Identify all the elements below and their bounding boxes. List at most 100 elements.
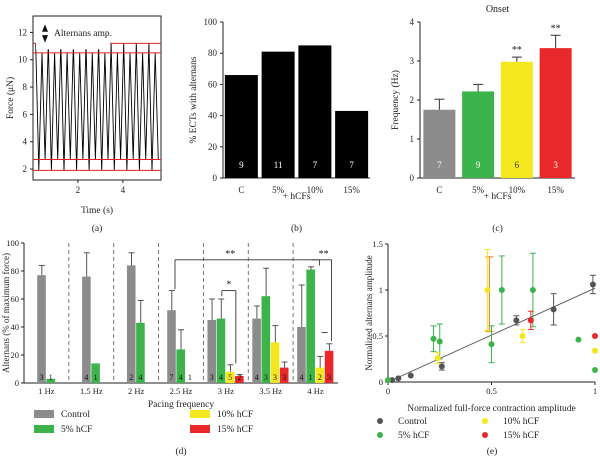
panel-c-xtick-label: C bbox=[436, 185, 442, 195]
panel-d-bar bbox=[126, 265, 136, 383]
panel-b-n-label: 11 bbox=[274, 160, 283, 170]
panel-d-bar bbox=[315, 367, 325, 383]
panel-c-xlabel: + hCFs bbox=[484, 192, 512, 202]
panel-b-xtick-label: C bbox=[238, 185, 244, 195]
panel-e-legend-marker bbox=[377, 432, 383, 438]
panel-d-xtick-label: 2.5 Hz bbox=[170, 386, 193, 396]
panel-d-bar bbox=[167, 310, 176, 383]
panel-d-n-label: 5 bbox=[228, 373, 232, 382]
panel-a-ylabel: Force (μN) bbox=[5, 77, 16, 119]
panel-d-n-label: 7 bbox=[170, 373, 174, 382]
panel-d-n-label: 1 bbox=[49, 373, 53, 382]
panel-d-legend-swatch bbox=[34, 410, 54, 418]
panel-c-ytick-label: 4 bbox=[410, 17, 415, 27]
panel-d-xtick-label: 2 Hz bbox=[128, 386, 145, 396]
panel-e-ytick-label: 1 bbox=[379, 285, 383, 295]
panel-c-xtick-label: 5% bbox=[472, 185, 485, 195]
panel-d-n-label: 3 bbox=[264, 373, 268, 382]
panel-e-ytick-label: 0.5 bbox=[372, 331, 383, 341]
panel-e-ytick-label: 1.5 bbox=[372, 239, 383, 249]
panel-e-point bbox=[592, 367, 598, 374]
panel-a-ytick-label: 8 bbox=[23, 82, 28, 92]
panel-e-point bbox=[488, 341, 495, 348]
panel-d-n-label: 3 bbox=[273, 373, 277, 382]
panel-c-n-label: 3 bbox=[553, 160, 558, 170]
panel-c-bar bbox=[539, 48, 572, 178]
panel-e-point bbox=[395, 375, 402, 382]
panel-c-bar bbox=[462, 91, 495, 178]
panel-b-xtick-label: 15% bbox=[343, 185, 360, 195]
panel-d-bar bbox=[252, 318, 261, 383]
panel-e-point bbox=[592, 347, 598, 354]
panel-c-xtick-label: 15% bbox=[547, 185, 564, 195]
panel-a-ytick-label: 10 bbox=[18, 55, 28, 65]
panel-a-label: (a) bbox=[92, 223, 103, 234]
panel-d-n-label: 3 bbox=[327, 373, 331, 382]
panel-d-xtick-label: 4 Hz bbox=[307, 386, 324, 396]
panel-d-n-label: 4 bbox=[138, 373, 142, 382]
panel-b-ytick-label: 40 bbox=[208, 111, 218, 121]
panel-d-ylabel: Alternans (% of maximum force) bbox=[1, 253, 11, 373]
panel-d-sig-label: ** bbox=[225, 249, 235, 260]
panel-e-point bbox=[575, 336, 582, 343]
panel-e-legend-marker bbox=[482, 418, 488, 424]
panel-e-xtick-label: 0.5 bbox=[486, 386, 497, 396]
panel-d-n-label: 2 bbox=[129, 373, 133, 382]
panel-e-legend-marker bbox=[482, 432, 488, 438]
panel-b-bar bbox=[224, 75, 258, 178]
panel-d-bar bbox=[207, 320, 217, 383]
panel-d-bar bbox=[136, 322, 145, 383]
panel-a-xtick-label: 2 bbox=[76, 185, 81, 195]
panel-b-ytick-label: 0 bbox=[213, 173, 218, 183]
panel-e-point bbox=[436, 338, 443, 345]
panel-e-point bbox=[389, 377, 396, 384]
panel-c-xtick-label: 10% bbox=[509, 185, 526, 195]
panel-a-force-trace bbox=[35, 43, 159, 171]
panel-d-n-label: 3 bbox=[210, 373, 214, 382]
panel-b-label: (b) bbox=[291, 223, 302, 234]
panel-c-n-label: 6 bbox=[515, 160, 520, 170]
panel-c-bar bbox=[500, 61, 533, 178]
panel-a-annotation-bg bbox=[36, 33, 110, 50]
panel-d-legend-label: Control bbox=[61, 410, 90, 420]
panel-e-point bbox=[592, 333, 598, 339]
panel-d-bar bbox=[306, 269, 315, 383]
panel-d-n-label: 4 bbox=[299, 373, 303, 382]
panel-e-xtick-label: 0 bbox=[386, 386, 390, 396]
panel-c-ytick-label: 2 bbox=[410, 95, 415, 105]
panel-e-legend-marker bbox=[377, 418, 383, 424]
panel-d-n-label: 3 bbox=[40, 373, 44, 382]
panel-a-frame bbox=[32, 15, 162, 181]
panel-a-xtick-label: 4 bbox=[121, 185, 126, 195]
panel-d-ytick-label: 20 bbox=[11, 350, 20, 360]
panel-b-bar bbox=[261, 51, 295, 178]
panel-d-bar bbox=[46, 378, 56, 383]
panel-d-ytick-label: 60 bbox=[11, 294, 20, 304]
panel-e-label: (e) bbox=[487, 446, 498, 457]
panel-d-ytick-label: 100 bbox=[6, 238, 19, 248]
panel-d-bar bbox=[270, 342, 280, 383]
panel-d-bar bbox=[297, 327, 306, 383]
panel-c-n-label: 7 bbox=[437, 160, 442, 170]
panel-a-arrow-down-icon bbox=[42, 35, 48, 43]
panel-b-ytick-label: 20 bbox=[208, 142, 218, 152]
panel-e-point bbox=[438, 363, 445, 370]
panel-e-xlabel: Normalized full-force contraction amplit… bbox=[407, 403, 576, 414]
panel-c-ytick-label: 3 bbox=[410, 56, 415, 66]
panel-d-xtick-label: 3 Hz bbox=[218, 386, 235, 396]
panel-d-legend-swatch bbox=[190, 410, 210, 418]
panel-d-n-label: 4 bbox=[255, 373, 259, 382]
panel-e-legend-label: 10% hCF bbox=[503, 417, 539, 427]
panel-b-ytick-label: 100 bbox=[204, 17, 218, 27]
panel-c-ylabel: Frequency (Hz) bbox=[390, 70, 401, 130]
panel-e-point bbox=[430, 335, 437, 342]
panel-e-legend-label: 15% hCF bbox=[503, 431, 539, 441]
panel-d-label: (d) bbox=[175, 446, 186, 457]
panel-d-legend-label: 10% hCF bbox=[217, 410, 253, 420]
panel-d-sig-label: ** bbox=[319, 249, 329, 260]
panel-d-bar bbox=[279, 367, 289, 383]
panel-d-n-label: 2 bbox=[318, 373, 322, 382]
panel-e-ytick-label: 0 bbox=[379, 377, 383, 387]
panel-d-xtick-label: 1.5 Hz bbox=[80, 386, 103, 396]
